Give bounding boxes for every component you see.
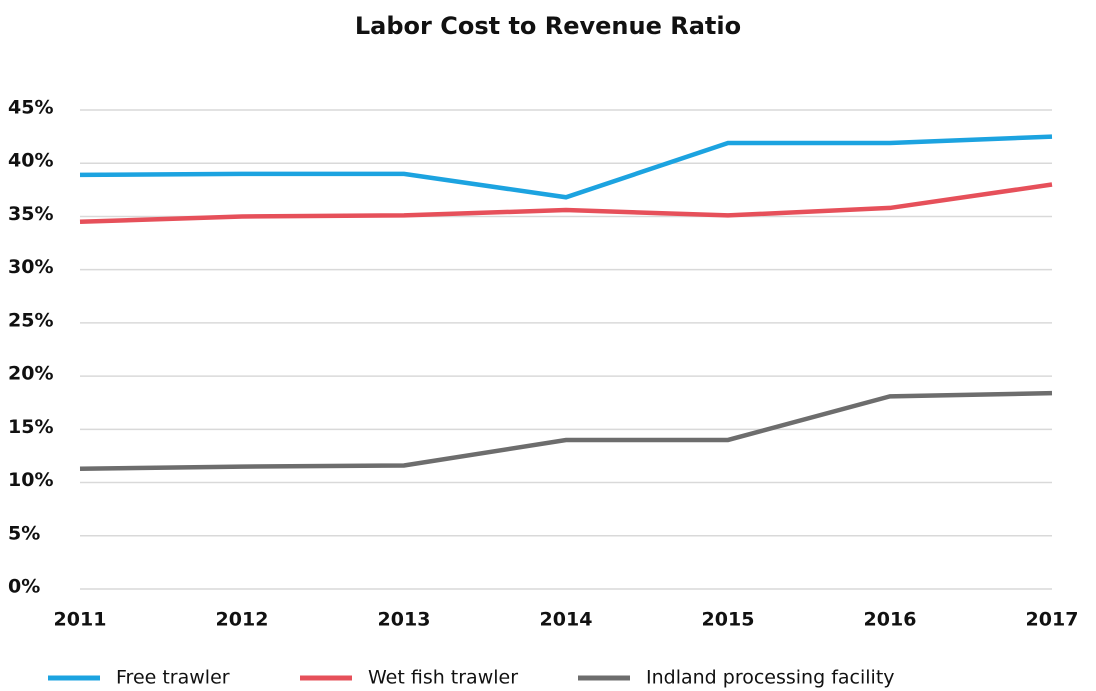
line: [79, 134, 1053, 200]
y-tick-label: 30%: [8, 256, 53, 278]
x-tick-label: 2015: [702, 609, 755, 631]
x-tick-label: 2013: [378, 609, 431, 631]
line: [79, 390, 1053, 471]
legend-label: Indland processing facility: [646, 667, 895, 689]
y-tick-label: 40%: [8, 150, 53, 172]
y-tick-label: 20%: [8, 363, 53, 385]
y-tick-label: 25%: [8, 309, 53, 331]
x-tick-label: 2014: [540, 609, 593, 631]
x-tick-label: 2012: [216, 609, 269, 631]
x-tick-label: 2017: [1026, 609, 1079, 631]
x-tick-label: 2011: [54, 609, 107, 631]
line: [79, 182, 1053, 225]
y-tick-label: 0%: [8, 576, 40, 598]
x-tick-label: 2016: [864, 609, 917, 631]
y-tick-label: 45%: [8, 97, 53, 119]
y-tick-label: 5%: [8, 522, 40, 544]
y-tick-label: 35%: [8, 203, 53, 225]
y-tick-label: 15%: [8, 416, 53, 438]
legend-label: Wet fish trawler: [368, 667, 518, 689]
y-tick-label: 10%: [8, 469, 53, 491]
chart-title: Labor Cost to Revenue Ratio: [355, 12, 741, 40]
legend-label: Free trawler: [116, 667, 230, 689]
